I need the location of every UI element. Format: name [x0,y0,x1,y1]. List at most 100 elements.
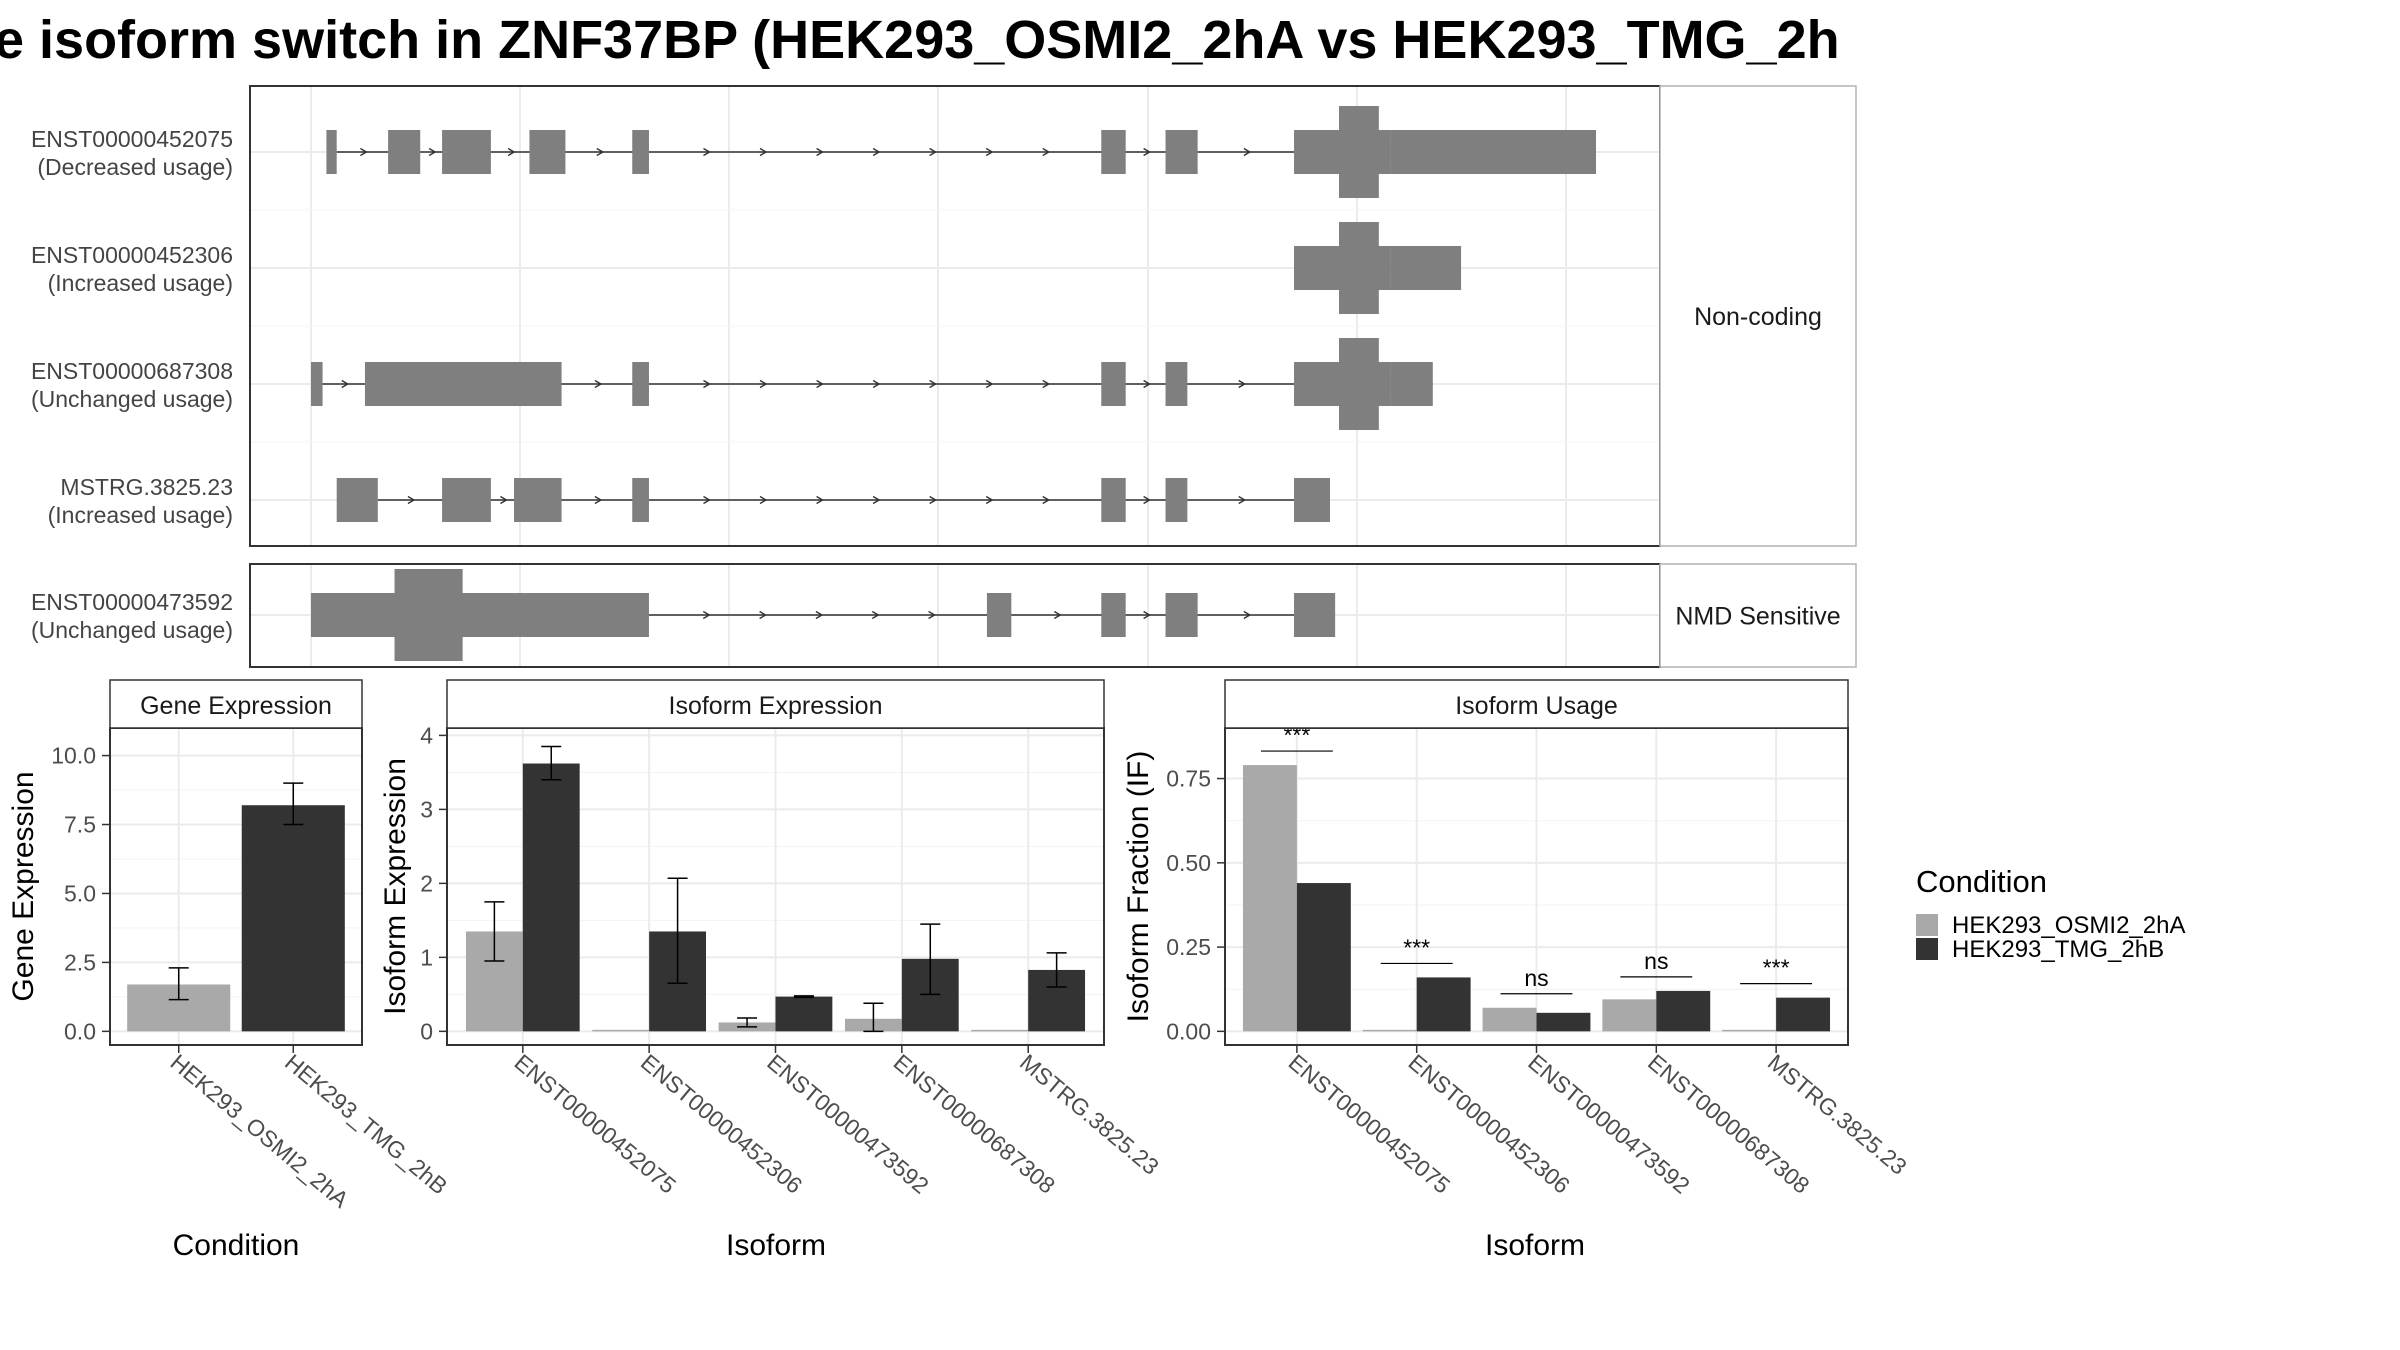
transcript-track [1294,222,1462,314]
intron-arrow [1143,379,1151,389]
bar-panel-strip [446,679,1105,729]
bar [1776,997,1831,1032]
exon [632,130,649,174]
exon [986,593,1012,637]
intron-arrow [428,147,437,157]
significance-label: *** [1403,934,1430,960]
bar [1482,1007,1537,1032]
exon [529,130,566,174]
exon [1165,130,1198,174]
y-tick-label: 0.50 [1166,850,1211,876]
y-axis-title: Gene Expression [7,771,40,1001]
transcript-id-label: ENST00000473592 [31,589,233,615]
y-tick-label: 10.0 [51,743,96,769]
error-bar [737,1017,758,1028]
transcript-structure-panel: Non-coding ENST00000452075(Decreased usag… [31,85,1857,668]
y-tick-label: 0.75 [1166,766,1211,792]
exon [336,478,378,522]
intron-arrow [1243,147,1252,157]
bar-chart-panel: Isoform Expression01234ENST00000452075EN… [379,679,1164,1262]
y-tick-label: 0.00 [1166,1018,1211,1044]
exon [364,362,562,406]
facet-strip [1659,85,1857,547]
bar [1656,990,1711,1032]
intron-arrow [1243,610,1252,620]
y-tick-label: 2.5 [64,949,96,975]
intron-arrow [594,379,603,389]
intron-arrow [929,379,938,389]
bar [971,1029,1029,1032]
error-bar [168,967,189,1001]
exon [1101,593,1126,637]
transcript-id-label: ENST00000687308 [31,358,233,384]
bar [1416,977,1471,1032]
bar [1722,1029,1777,1032]
intron-arrow [872,495,881,505]
legend-swatch [1916,938,1938,960]
error-bar [283,782,304,826]
exon [442,478,491,522]
intron-arrow [360,147,368,157]
y-tick-label: 0 [420,1018,433,1044]
y-tick-label: 2 [420,870,433,896]
intron-arrow [815,610,824,620]
intron-arrow [1143,495,1151,505]
exon [1294,593,1336,637]
intron-arrow [816,379,824,389]
exon [1390,246,1462,290]
structure-facet: Non-coding [249,85,1857,547]
exon [442,130,491,174]
intron-arrow [759,610,767,620]
intron-arrow [1042,147,1051,157]
y-tick-label: 5.0 [64,880,96,906]
significance-label: ns [1524,965,1548,991]
error-bar [863,1002,884,1033]
transcript-usage-label: (Unchanged usage) [31,617,233,643]
bar [1602,999,1657,1032]
exon [1390,362,1433,406]
transcript-track [311,338,1433,430]
x-axis-title: Isoform [726,1229,826,1262]
y-tick-label: 4 [420,722,433,748]
intron-arrow [871,610,880,620]
error-bar [484,901,505,962]
error-bar [541,745,562,781]
intron-arrow [929,147,938,157]
exon [1165,362,1188,406]
intron-arrow [1238,495,1247,505]
exon [1165,593,1198,637]
bar-charts: Gene Expression0.02.55.07.510.0HEK293_OS… [7,679,1912,1262]
bar-panel-title: Isoform Expression [669,692,883,720]
intron-arrow [341,379,350,389]
cds-exon [1339,338,1379,430]
exon [388,130,421,174]
intron-arrow [1238,379,1247,389]
transcript-usage-label: (Decreased usage) [37,154,233,180]
intron-arrow [759,147,768,157]
exon [1165,478,1188,522]
bar-panel-title: Gene Expression [140,692,332,720]
intron-arrow [596,147,605,157]
transcript-usage-label: (Increased usage) [48,270,233,296]
exon [311,362,323,406]
transcript-track [311,569,1336,661]
structure-facet: NMD Sensitive [249,563,1857,668]
intron-arrow [703,379,711,389]
y-tick-label: 0.0 [64,1018,96,1044]
significance-label: *** [1763,955,1790,981]
legend-swatch [1916,914,1938,936]
intron-arrow [1053,610,1062,620]
transcript-id-label: MSTRG.3825.23 [60,474,233,500]
error-bar [793,995,814,999]
facet-strip-label: Non-coding [1694,303,1822,331]
intron-arrow [985,147,994,157]
intron-arrow [872,147,881,157]
intron-arrow [816,147,824,157]
transcript-id-label: ENST00000452306 [31,242,233,268]
intron-arrow [703,147,711,157]
exon [1101,478,1126,522]
facet-strip [1659,563,1857,668]
intron-arrow [594,495,603,505]
